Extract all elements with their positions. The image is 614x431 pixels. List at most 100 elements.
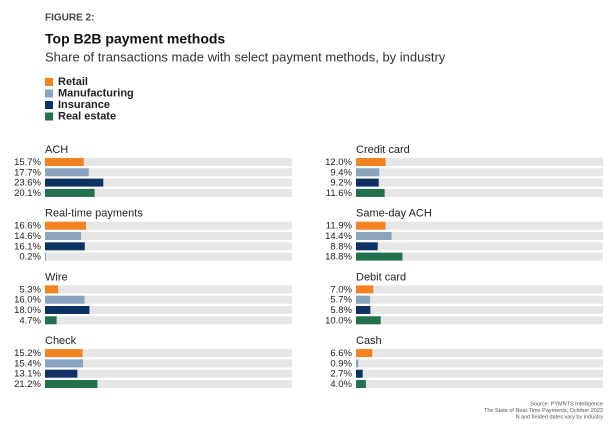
value-label: 10.0%: [325, 315, 352, 326]
value-label: 15.4%: [14, 358, 41, 369]
bar-track: [45, 252, 292, 261]
bar: [45, 188, 95, 197]
bar: [356, 349, 373, 358]
bar-track: [45, 316, 292, 325]
value-label: 18.8%: [325, 252, 352, 263]
bar: [356, 168, 380, 177]
bar: [356, 178, 379, 187]
bar-track: [356, 295, 603, 304]
bar: [356, 188, 385, 197]
source-note: N and fielded dates vary by industry: [516, 414, 604, 420]
value-label: 14.6%: [14, 231, 41, 242]
bar-track: [356, 158, 603, 166]
bar-track: [356, 188, 603, 197]
value-label: 17.7%: [14, 167, 41, 178]
panel-title: Debit card: [356, 271, 406, 283]
chart-title: Top B2B payment methods: [45, 31, 225, 47]
value-label: 8.8%: [330, 241, 352, 252]
value-label: 5.7%: [330, 295, 352, 306]
bar: [45, 178, 104, 187]
panel-title: Credit card: [356, 144, 410, 156]
bar: [356, 380, 366, 388]
bar-track: [356, 168, 603, 177]
panel-title: Wire: [45, 271, 68, 283]
bar-track: [45, 242, 292, 251]
value-label: 15.2%: [14, 348, 41, 359]
bar-track: [45, 178, 292, 187]
bar: [356, 295, 371, 304]
bar-track: [356, 359, 603, 368]
value-label: 12.0%: [325, 157, 352, 168]
bar: [356, 316, 381, 325]
bar-track: [356, 232, 603, 240]
value-label: 2.7%: [330, 369, 352, 380]
value-label: 20.1%: [14, 188, 41, 199]
bar: [356, 158, 386, 166]
panel-title: Real-time payments: [45, 208, 143, 220]
bar-track: [45, 188, 292, 197]
bar-track: [45, 221, 292, 230]
bar-track: [356, 221, 603, 230]
bar-track: [356, 242, 603, 251]
bar-track: [45, 168, 292, 177]
bar-track: [356, 380, 603, 388]
bar: [45, 168, 89, 177]
value-label: 5.8%: [330, 305, 352, 316]
bar: [356, 285, 374, 294]
bar: [45, 232, 82, 240]
legend-swatch: [45, 89, 53, 98]
source-note: Source: PYMNTS Intelligence: [530, 401, 603, 407]
value-label: 16.1%: [14, 241, 41, 252]
value-label: 9.4%: [330, 167, 352, 178]
panel-title: ACH: [45, 144, 68, 156]
value-label: 11.6%: [326, 188, 353, 199]
bar-track: [356, 285, 603, 294]
value-label: 13.1%: [14, 369, 41, 380]
value-label: 16.6%: [14, 221, 41, 232]
bar: [45, 349, 83, 358]
bar: [45, 306, 90, 314]
legend-label: Insurance: [58, 99, 110, 111]
value-label: 0.2%: [19, 252, 41, 263]
bar-track: [45, 285, 292, 294]
legend-label: Manufacturing: [58, 87, 134, 99]
bar-track: [45, 380, 292, 388]
bar-track: [45, 232, 292, 240]
value-label: 15.7%: [14, 157, 41, 168]
bar: [45, 242, 85, 251]
bar: [356, 221, 386, 230]
bar-track: [45, 158, 292, 166]
value-label: 7.0%: [330, 284, 352, 295]
value-label: 5.3%: [19, 284, 41, 295]
bar-track: [45, 359, 292, 368]
value-label: 4.0%: [330, 379, 352, 390]
chart-subtitle: Share of transactions made with select p…: [45, 49, 446, 64]
bar: [45, 380, 98, 388]
bar: [45, 369, 78, 378]
panel-title: Cash: [356, 335, 382, 347]
bar: [45, 285, 59, 294]
value-label: 21.2%: [14, 379, 41, 390]
bar-track: [45, 369, 292, 378]
value-label: 0.9%: [330, 358, 352, 369]
panel-title: Check: [45, 335, 77, 347]
bar: [45, 221, 87, 230]
legend-swatch: [45, 78, 53, 86]
bar-track: [45, 295, 292, 304]
bar-track: [45, 306, 292, 314]
value-label: 14.4%: [325, 231, 352, 242]
legend-swatch: [45, 112, 53, 121]
bar-track: [356, 252, 603, 261]
value-label: 4.7%: [19, 315, 41, 326]
panel-title: Same-day ACH: [356, 208, 432, 220]
figure-label: FIGURE 2:: [45, 13, 94, 24]
bar-track: [356, 316, 603, 325]
value-label: 23.6%: [14, 178, 41, 189]
bar-track: [356, 369, 603, 378]
bar: [356, 369, 363, 378]
source-note: The State of Real-Time Payments, October…: [484, 408, 603, 414]
value-label: 18.0%: [14, 305, 41, 316]
bar-track: [45, 349, 292, 358]
bar: [356, 306, 371, 314]
